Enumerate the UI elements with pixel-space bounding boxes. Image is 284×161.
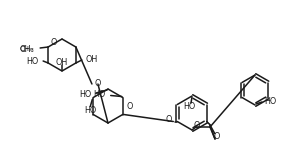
Text: O: O bbox=[95, 79, 101, 87]
Text: HO: HO bbox=[183, 101, 195, 110]
Text: CH₃: CH₃ bbox=[19, 46, 32, 52]
Text: HO: HO bbox=[79, 90, 91, 99]
Text: O: O bbox=[51, 38, 57, 47]
Text: CH₃: CH₃ bbox=[19, 44, 34, 53]
Text: OH: OH bbox=[86, 55, 98, 63]
Text: O: O bbox=[166, 115, 172, 124]
Text: HO: HO bbox=[93, 90, 106, 99]
Text: OH: OH bbox=[56, 57, 68, 66]
Text: HO: HO bbox=[26, 57, 38, 66]
Text: HO: HO bbox=[264, 96, 276, 105]
Text: O: O bbox=[127, 101, 133, 110]
Text: O: O bbox=[194, 120, 200, 129]
Text: HO: HO bbox=[84, 106, 96, 115]
Text: O: O bbox=[214, 132, 220, 141]
